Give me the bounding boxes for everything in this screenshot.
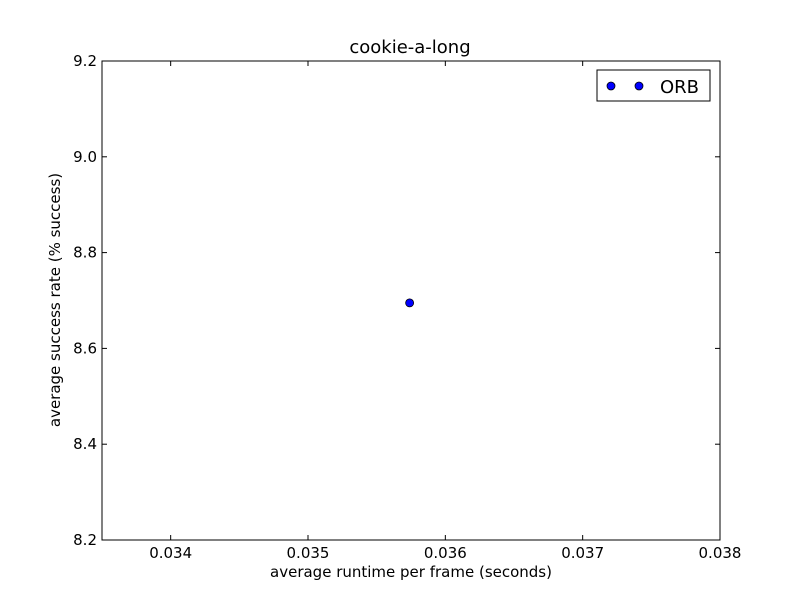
x-tick-label: 0.038 [699,544,742,562]
legend-label-orb: ORB [660,77,699,98]
y-tick-label: 9.0 [73,148,97,166]
y-axis-ticks: 8.2 8.4 8.6 8.8 9.0 9.2 [73,52,720,549]
y-tick-label: 8.8 [73,244,97,262]
y-tick-label: 8.2 [73,531,97,549]
y-axis-label: average success rate (% success) [46,173,64,427]
x-axis-label: average runtime per frame (seconds) [270,563,552,581]
x-tick-label: 0.035 [287,544,330,562]
data-point-orb [405,298,415,308]
x-tick-label: 0.037 [561,544,604,562]
legend-marker [634,81,644,91]
x-axis-ticks: 0.034 0.035 0.036 0.037 0.038 [149,61,741,562]
legend: ORB [596,69,711,102]
y-tick-label: 8.6 [73,339,97,357]
y-tick-label: 8.4 [73,435,97,453]
x-tick-label: 0.034 [149,544,192,562]
y-tick-label: 9.2 [73,52,97,70]
legend-marker [606,81,616,91]
legend-box [596,69,711,102]
chart-title: cookie-a-long [349,37,470,58]
data-points [405,298,415,308]
x-tick-label: 0.036 [424,544,467,562]
